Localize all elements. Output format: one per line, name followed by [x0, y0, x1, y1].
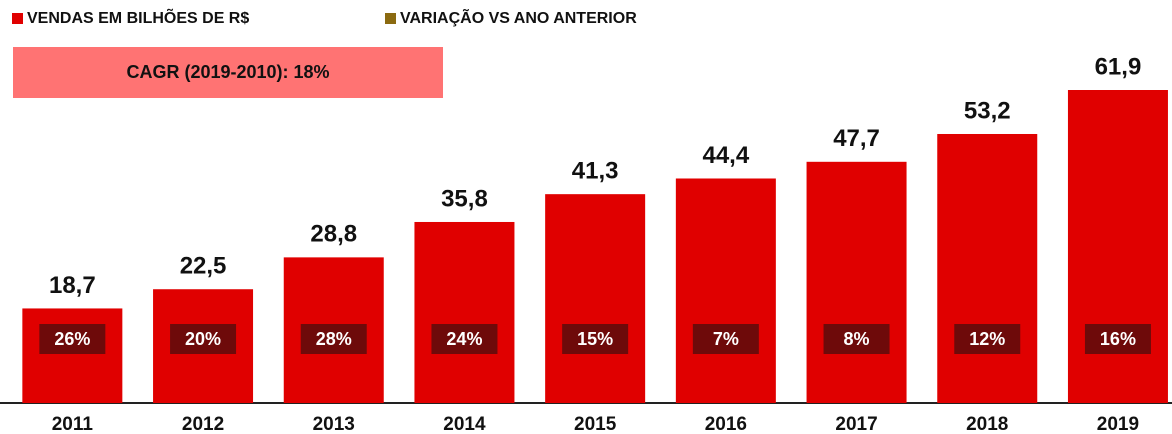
x-tick-label: 2016 [705, 414, 747, 434]
bar [545, 194, 646, 403]
variation-box [954, 324, 1021, 354]
x-tick-label: 2018 [966, 414, 1008, 434]
variation-box [562, 324, 629, 354]
variation-label: 7% [713, 329, 739, 349]
variation-label: 26% [54, 329, 90, 349]
x-tick-label: 2011 [52, 414, 94, 434]
variation-box [431, 324, 498, 354]
bar [675, 178, 776, 403]
legend-swatch [385, 13, 396, 24]
x-tick-label: 2012 [182, 414, 224, 434]
legend-label: VENDAS EM BILHÕES DE R$ [27, 7, 249, 27]
bar [22, 308, 123, 403]
x-tick-label: 2014 [443, 414, 486, 434]
bar [414, 221, 515, 403]
value-label: 22,5 [180, 253, 227, 280]
annotation-box [13, 47, 443, 98]
value-label: 18,7 [49, 272, 96, 299]
variation-box [300, 324, 367, 354]
variation-label: 24% [446, 329, 482, 349]
annotation: CAGR (2019-2010): 18% [126, 62, 329, 82]
variation-box [692, 324, 759, 354]
variation-label: 20% [185, 329, 221, 349]
bar [937, 133, 1038, 403]
x-tick-label: 2013 [313, 414, 355, 434]
variation-label: 16% [1100, 329, 1136, 349]
value-label: 28,8 [310, 221, 357, 248]
variation-label: 28% [316, 329, 352, 349]
variation-label: 8% [844, 329, 870, 349]
variation-label: 12% [969, 329, 1005, 349]
x-tick-label: 2019 [1097, 414, 1139, 434]
variation-label: 15% [577, 329, 613, 349]
variation-box [823, 324, 890, 354]
value-label: 47,7 [833, 125, 880, 152]
value-label: 44,4 [702, 142, 749, 169]
value-label: 53,2 [964, 97, 1011, 124]
x-tick-label: 2015 [574, 414, 617, 434]
value-label: 61,9 [1095, 53, 1142, 80]
bar [806, 161, 907, 403]
value-label: 41,3 [572, 158, 619, 185]
value-label: 35,8 [441, 185, 488, 212]
bar [1067, 90, 1168, 403]
legend-label: VARIAÇÃO VS ANO ANTERIOR [400, 7, 637, 27]
variation-box [1084, 324, 1151, 354]
variation-box [39, 324, 106, 354]
x-tick-label: 2017 [835, 414, 877, 434]
variation-box [170, 324, 237, 354]
legend-swatch [12, 13, 23, 24]
